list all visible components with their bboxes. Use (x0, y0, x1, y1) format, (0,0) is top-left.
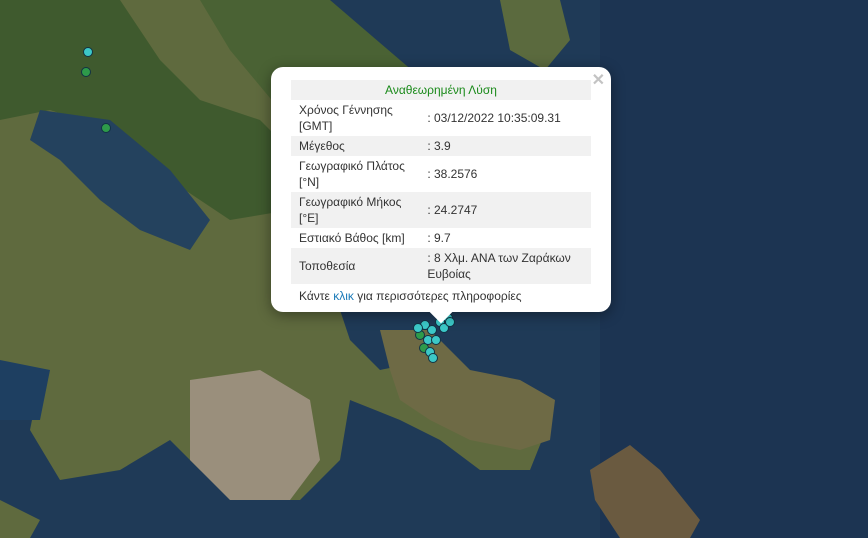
land-andros (590, 445, 700, 538)
earthquake-marker[interactable] (445, 317, 455, 327)
close-icon[interactable]: ✕ (591, 72, 605, 89)
land-north (0, 0, 300, 220)
land-south-gulf (0, 360, 50, 420)
earthquake-marker[interactable] (428, 353, 438, 363)
value-origin-time: : 03/12/2022 10:35:09.31 (427, 111, 561, 125)
land-evia-north (500, 0, 570, 70)
earthquake-marker[interactable] (439, 323, 449, 333)
more-info-suffix: για περισσότερες πληροφορίες (353, 289, 522, 303)
more-info: Κάντε κλικ για περισσότερες πληροφορίες (291, 284, 591, 308)
more-info-link[interactable]: κλικ (333, 289, 354, 303)
value-magnitude: : 3.9 (419, 136, 591, 156)
label-latitude: Γεωγραφικό Πλάτος [°N] (299, 159, 405, 189)
value-latitude: : 38.2576 (427, 167, 478, 181)
earthquake-marker[interactable] (413, 323, 423, 333)
popup-title: Αναθεωρημένη Λύση (291, 80, 591, 100)
earthquake-marker[interactable] (427, 325, 437, 335)
land-islet (0, 500, 40, 538)
earthquake-details-table: Αναθεωρημένη Λύση Χρόνος Γέννησης [GMT]:… (291, 80, 591, 284)
earthquake-marker[interactable] (81, 67, 91, 77)
land-south-evia (380, 330, 555, 450)
label-origin-time: Χρόνος Γέννησης [GMT] (299, 103, 393, 133)
value-depth: : 9.7 (427, 231, 451, 245)
earthquake-marker[interactable] (83, 47, 93, 57)
gulf (30, 110, 210, 250)
value-location: : 8 Χλμ. ΑΝΑ των Ζαράκων Ευβοίας (419, 248, 591, 284)
more-info-prefix: Κάντε (299, 289, 334, 303)
value-longitude: : 24.2747 (419, 192, 591, 228)
earthquake-marker[interactable] (101, 123, 111, 133)
label-location: Τοποθεσία (291, 248, 420, 284)
earthquake-marker[interactable] (431, 335, 441, 345)
label-longitude: Γεωγραφικό Μήκος [°E] (291, 192, 420, 228)
label-depth: Εστιακό Βάθος [km] (299, 231, 405, 245)
land-athens (190, 370, 320, 500)
label-magnitude: Μέγεθος (291, 136, 420, 156)
earthquake-popup: ✕ Αναθεωρημένη Λύση Χρόνος Γέννησης [GMT… (271, 67, 611, 324)
